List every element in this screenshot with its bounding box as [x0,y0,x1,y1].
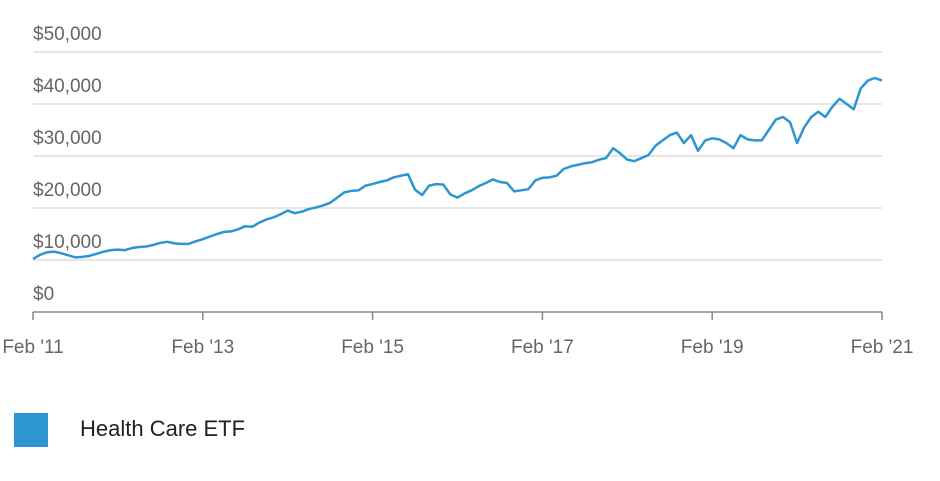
x-tick-label: Feb '13 [171,337,234,358]
y-tick-label: $20,000 [33,180,102,201]
y-tick-label: $0 [33,284,54,305]
legend-label: Health Care ETF [80,416,245,441]
data-line [32,76,883,261]
x-tick-label: Feb '11 [2,337,63,358]
y-tick-label: $30,000 [33,128,102,149]
y-tick-label: $40,000 [33,76,102,97]
x-tick-label: Feb '19 [681,337,744,358]
legend-swatch [14,413,48,447]
x-tick-label: Feb '17 [511,337,574,358]
y-tick-label: $10,000 [33,232,102,253]
x-tick-label: Feb '21 [851,337,914,358]
x-tick-label: Feb '15 [341,337,404,358]
y-tick-label: $50,000 [33,24,102,45]
